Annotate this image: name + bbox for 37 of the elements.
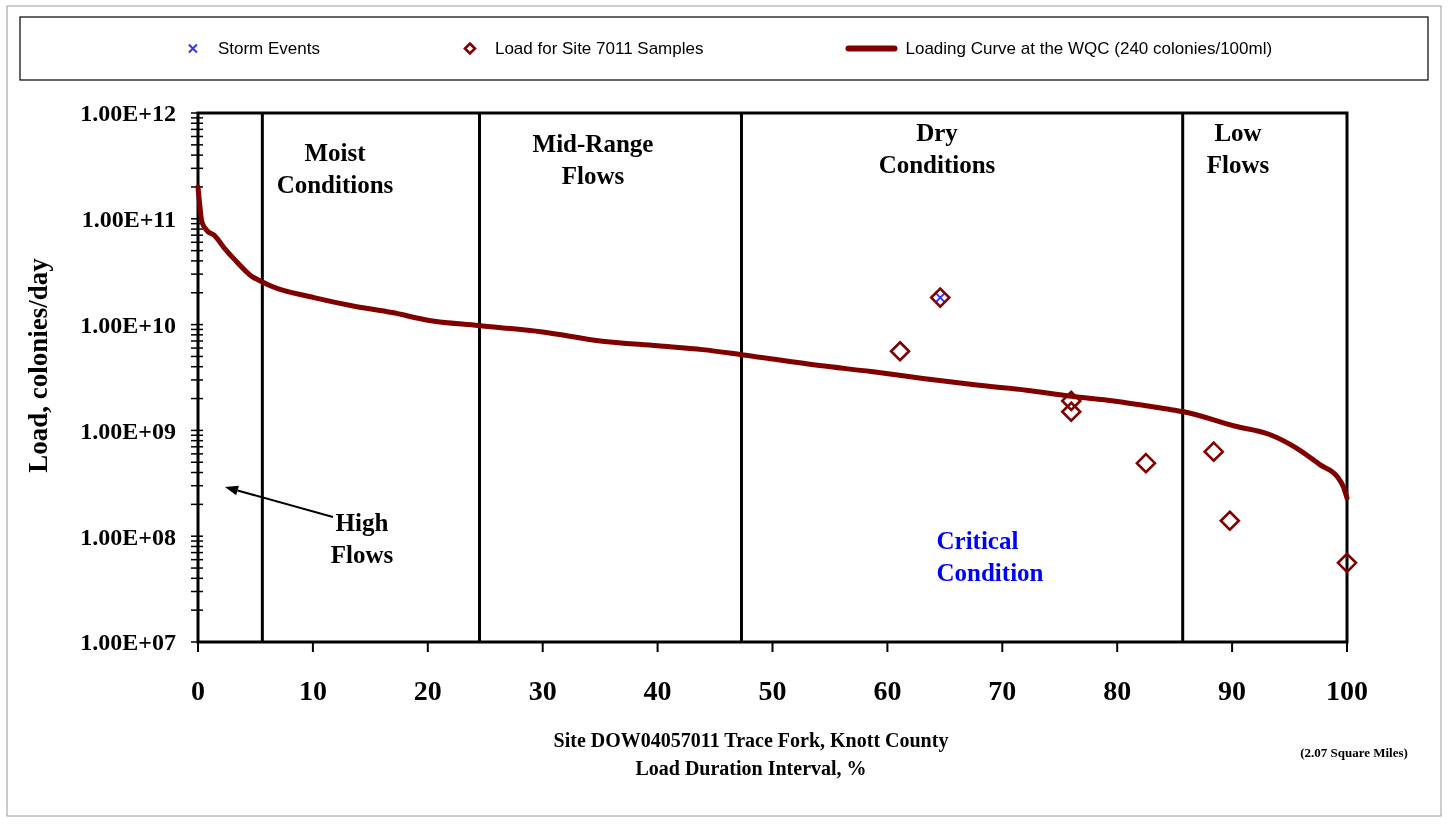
x-tick-label: 100 [1326,675,1368,706]
point [889,340,911,362]
annotation: Low Flows [1206,118,1270,178]
x-tick-label: 0 [191,675,205,706]
y-axis-title: Load, colonies/day [23,257,54,473]
legend-label: Loading Curve at the WQC (240 colonies/100ml) [905,39,1273,59]
annotation: Dry Conditions [878,118,996,178]
x-tick-label: 50 [758,675,787,706]
annotation: Mid-Range Flows [532,129,654,189]
point [1336,552,1358,574]
x-tick-label: 40 [643,675,672,706]
x-tick-label: 90 [1218,675,1247,706]
y-tick-label: 1.00E+09 [80,417,176,444]
y-tick-label: 1.00E+11 [81,206,176,233]
y-tick-label: 1.00E+12 [80,100,176,127]
x-tick-label: 60 [873,675,902,706]
x-tick-label: 80 [1103,675,1132,706]
point [929,287,951,308]
point [1135,452,1157,474]
y-tick-label: 1.00E+07 [80,629,176,656]
x-tick-label: 10 [298,675,327,706]
legend-label: Load for Site 7011 Samples [494,39,704,59]
legend-label: Storm Events [217,39,320,59]
x-axis-title: Site DOW04057011 Trace Fork, Knott County Load Duration Interval, % [553,729,949,779]
y-tick-label: 1.00E+10 [80,312,176,338]
text: (2.07 Square Miles) [1300,744,1408,760]
point [1203,441,1225,462]
point [1219,510,1241,532]
annotation: Moist Conditions [276,138,394,198]
x-tick-label: 20 [413,675,442,706]
x-tick-label: 30 [528,675,557,706]
annotation: High Flows [330,508,394,568]
annotation: Critical Condition [936,526,1044,586]
x-tick-label: 70 [988,675,1017,706]
y-tick-label: 1.00E+08 [80,523,176,550]
point [1060,401,1082,423]
point [1060,390,1082,412]
